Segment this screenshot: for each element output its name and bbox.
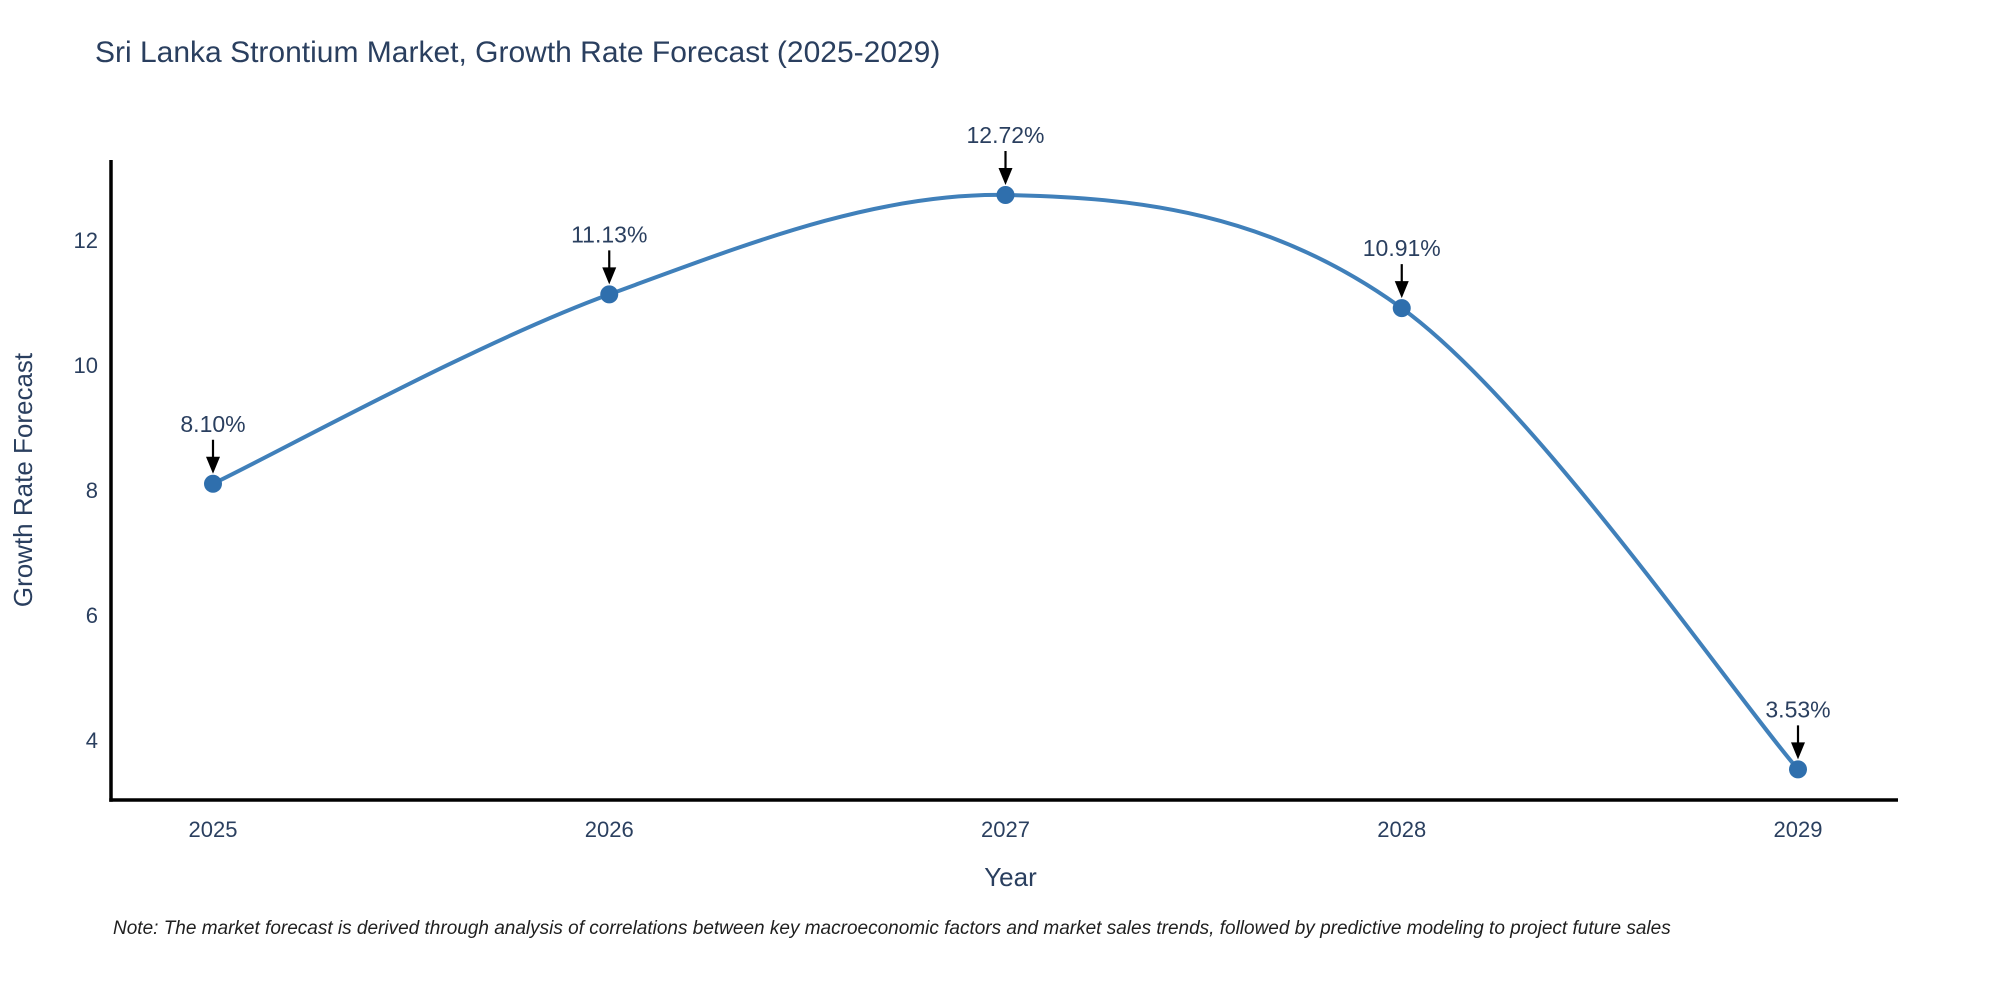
y-tick-label: 4	[86, 728, 98, 753]
chart-title: Sri Lanka Strontium Market, Growth Rate …	[95, 36, 941, 69]
annotation-arrow-head	[206, 456, 220, 474]
x-tick-label: 2028	[1377, 817, 1426, 842]
point-label: 11.13%	[571, 221, 647, 247]
x-axis-title: Year	[984, 862, 1037, 892]
data-point-2028	[1392, 299, 1411, 318]
x-tick-label: 2027	[981, 817, 1030, 842]
x-tick-label: 2029	[1774, 817, 1823, 842]
point-label: 8.10%	[180, 411, 245, 437]
data-point-2027	[996, 186, 1015, 204]
y-tick-label: 6	[86, 603, 98, 628]
footnote: Note: The market forecast is derived thr…	[113, 918, 1671, 939]
trend-line	[211, 192, 1800, 772]
annotation-arrow-head	[998, 168, 1013, 185]
y-axis-title: Growth Rate Forecast	[8, 352, 38, 607]
x-tick-label: 2025	[189, 817, 238, 842]
x-tick-label: 2026	[585, 817, 634, 842]
annotation-arrow-head	[1791, 742, 1805, 760]
y-tick-label: 10	[74, 353, 98, 378]
data-point-2026	[600, 285, 619, 304]
data-point-2025	[204, 474, 222, 493]
y-tick-label: 12	[74, 228, 98, 253]
y-tick-label: 8	[86, 478, 98, 503]
data-point-2029	[1789, 760, 1807, 779]
annotation-arrow-head	[602, 267, 617, 285]
point-label: 10.91%	[1363, 235, 1441, 261]
point-label: 12.72%	[966, 122, 1044, 148]
annotation-arrow-head	[1394, 281, 1409, 299]
point-label: 3.53%	[1765, 696, 1830, 722]
